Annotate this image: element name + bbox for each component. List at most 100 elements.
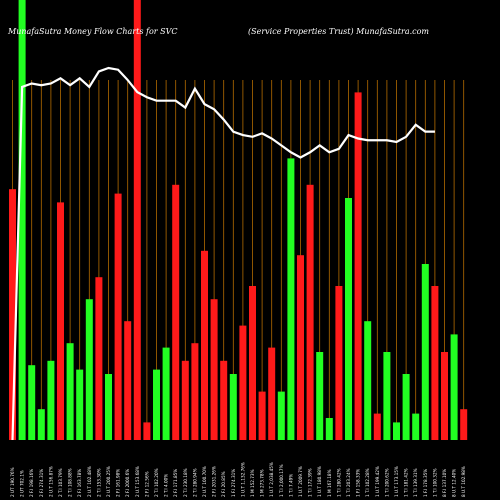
bar xyxy=(393,422,400,440)
x-tick-label: 1 T.I 2,000.17% xyxy=(279,464,284,497)
bar xyxy=(373,413,381,440)
x-tick-label: 1 F.I 158.33% xyxy=(356,469,361,497)
x-tick-label: 2 UT 190.76% xyxy=(10,467,15,497)
x-tick-label: 1 T.I 203.24% xyxy=(346,468,351,497)
x-tick-label: 1 U.T 199.42% xyxy=(375,466,380,497)
bar xyxy=(460,409,468,440)
x-tick-label: 2 F.I 171.85% xyxy=(173,469,178,497)
bar xyxy=(66,343,74,440)
x-tick-label: 2 F.I 163.78% xyxy=(77,469,82,497)
x-tick-label: 1 U.T 2,038.45% xyxy=(269,462,274,497)
bar xyxy=(28,365,36,440)
bar xyxy=(9,189,16,440)
bar xyxy=(37,409,45,440)
x-tick-label: 1 T.I 7.49% xyxy=(288,474,293,497)
bar xyxy=(421,264,429,440)
bar xyxy=(105,374,112,440)
x-tick-label: 1 F.I 178.35% xyxy=(423,469,428,497)
bar xyxy=(57,202,64,440)
x-tick-label: 2 U.T 200.25% xyxy=(106,466,111,497)
x-tick-label: 1 T.I 181.42% xyxy=(404,468,409,497)
x-tick-label: 2 T.I 103.79% xyxy=(58,468,63,497)
x-tick-label: 1 F.I 274.31% xyxy=(231,469,236,497)
x-tick-label: 1 T.I 200.62% xyxy=(384,468,389,497)
x-tick-label: 2 T.I 4.00% xyxy=(164,474,169,497)
chart-title-left: MunafaSutra Money Flow Charts for SVC xyxy=(7,27,178,36)
bar xyxy=(172,184,180,440)
bar xyxy=(249,286,256,440)
bar xyxy=(297,255,304,440)
bar xyxy=(220,360,228,440)
x-tick-label: 1 U.T 2009.7% xyxy=(298,466,303,497)
bar xyxy=(191,343,199,440)
bar xyxy=(85,299,93,440)
bar xyxy=(325,418,333,440)
x-tick-label: 1 T.I 100.32% xyxy=(432,468,437,497)
bar xyxy=(47,360,55,440)
x-tick-label: 1 U.T 173.15% xyxy=(394,466,399,497)
x-tick-label: 2 T.I 153.30% xyxy=(96,468,101,497)
bar xyxy=(162,347,170,440)
x-tick-label: 2 F.I 198.16% xyxy=(29,469,34,497)
bar xyxy=(306,184,314,440)
bar xyxy=(95,277,103,440)
bar xyxy=(450,334,458,440)
x-tick-label: 1 T.I 139.31% xyxy=(413,468,418,497)
x-tick-label: 1 M 152.73% xyxy=(250,469,255,497)
x-tick-label: 1 M 273.78% xyxy=(260,469,265,497)
bar xyxy=(210,299,218,440)
x-tick-labels: 2 UT 190.76% 2 UT 702.1% 2 F.I 198.16% 2 F.… xyxy=(10,462,466,497)
bar xyxy=(287,158,295,440)
x-tick-label: 1 T.I 172.39% xyxy=(308,468,313,497)
bar xyxy=(181,360,189,440)
x-tick-label: 2 F.I 274.31% xyxy=(39,469,44,497)
bar xyxy=(114,193,122,440)
chart-title-right: (Service Properties Trust) MunafaSutra.c… xyxy=(248,27,429,36)
x-tick-label: 2 F.I 161.98% xyxy=(116,469,121,497)
bar xyxy=(258,391,266,440)
x-tick-label: 2 F.I 12.56% xyxy=(144,471,149,497)
x-tick-label: 1 T.I 102.28% xyxy=(365,468,370,497)
x-tick-label: 2 T.I 102.20% xyxy=(154,468,159,497)
x-tick-label: 8 F.I 137.10% xyxy=(442,469,447,497)
x-tick-label: 2 U.T 100.70% xyxy=(202,466,207,497)
x-tick-label: 2 U.T 102.48% xyxy=(87,466,92,497)
bar xyxy=(201,250,208,440)
bar xyxy=(229,374,237,440)
bar xyxy=(18,0,26,440)
x-tick-label: 2 T.I 108.88% xyxy=(68,468,73,497)
x-tick-label: 8 U.T 12.40% xyxy=(452,469,457,497)
x-tick-label: 2 T.I 230.18% xyxy=(183,468,188,497)
x-tick-label: 2 U.T 156.87% xyxy=(48,466,53,497)
x-tick-label: 8 U.T 102.98% xyxy=(461,466,466,497)
money-flow-line xyxy=(11,66,435,441)
x-tick-label: 2 F.I 2000.6% xyxy=(125,469,130,497)
x-tick-label: 1 U.T 1,132.76% xyxy=(240,462,245,497)
bar xyxy=(431,286,439,440)
bar xyxy=(153,369,160,440)
bar xyxy=(402,374,410,440)
x-tick-label: 2 U.T 153.68% xyxy=(135,466,140,497)
bar xyxy=(383,352,391,440)
bar xyxy=(345,198,352,440)
bar xyxy=(268,347,276,440)
bars xyxy=(9,0,468,441)
x-tick-label: 1 M 167.18% xyxy=(327,469,332,497)
bar xyxy=(143,422,151,440)
x-tick-label: 1 U.T 180.98% xyxy=(317,466,322,497)
x-tick-label: 2 UT 702.1% xyxy=(20,470,25,497)
bar xyxy=(124,321,132,440)
x-tick-label: 2 T.I 280.94% xyxy=(192,468,197,497)
bar xyxy=(354,92,362,441)
x-tick-label: 2 F.I 20.85% xyxy=(221,471,226,497)
bar xyxy=(76,369,84,440)
bar xyxy=(441,352,448,440)
bar xyxy=(277,391,285,440)
bar xyxy=(133,0,141,440)
bar xyxy=(335,286,343,440)
x-tick-label: 2 F.I 2031.26% xyxy=(212,466,217,497)
bar xyxy=(364,321,372,440)
bar xyxy=(239,325,247,440)
x-tick-label: 1 T.I 280.42% xyxy=(336,468,341,497)
